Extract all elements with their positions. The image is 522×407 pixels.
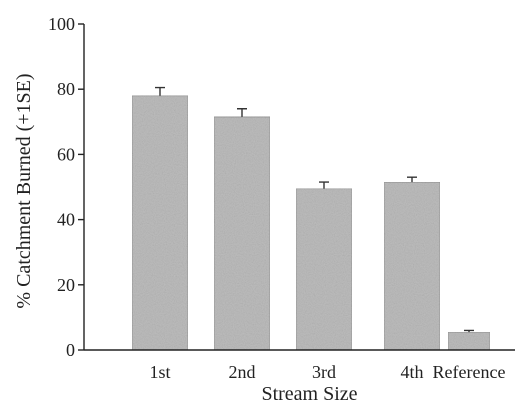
bar [295, 188, 353, 351]
y-tick-label: 60 [57, 144, 75, 164]
y-tick-label: 0 [66, 340, 75, 360]
y-tick-label: 40 [57, 210, 75, 230]
error-bar [407, 176, 417, 183]
bar [213, 116, 271, 351]
x-tick-label: 1st [149, 362, 170, 382]
y-tick-label: 80 [57, 79, 75, 99]
error-bar [319, 181, 329, 189]
y-tick-label: 20 [57, 275, 75, 295]
bar [131, 95, 189, 351]
y-ticks-group: 0 20 40 60 80 100 [48, 14, 84, 360]
error-bar [155, 86, 165, 96]
bar [447, 331, 491, 351]
error-bar [464, 329, 474, 333]
x-axis-title: Stream Size [261, 383, 357, 405]
axes-group [83, 24, 515, 351]
x-ticks-group: 1st 2nd 3rd 4th Reference [149, 362, 505, 382]
error-bar [237, 108, 247, 117]
x-tick-label: 2nd [229, 362, 256, 382]
x-tick-label: 3rd [312, 362, 336, 382]
error-bars-group [155, 86, 474, 333]
bar [383, 181, 441, 351]
x-tick-label: Reference [433, 362, 506, 382]
x-tick-label: 4th [400, 362, 423, 382]
y-tick-label: 100 [48, 14, 75, 34]
bars-group [131, 95, 491, 351]
y-axis-title: % Catchment Burned (+1SE) [13, 73, 35, 308]
